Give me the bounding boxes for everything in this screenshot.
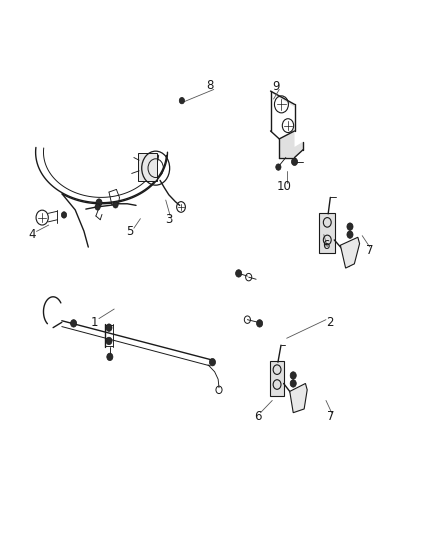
Circle shape — [179, 98, 184, 104]
Circle shape — [290, 379, 296, 387]
Polygon shape — [340, 237, 360, 268]
Text: 9: 9 — [272, 80, 279, 93]
Text: 10: 10 — [277, 180, 292, 193]
Text: 6: 6 — [322, 239, 330, 252]
Circle shape — [291, 158, 297, 165]
Text: 7: 7 — [366, 244, 373, 257]
Text: 3: 3 — [165, 213, 173, 226]
Text: 2: 2 — [327, 316, 334, 329]
Circle shape — [276, 164, 281, 170]
Circle shape — [61, 212, 67, 218]
Circle shape — [113, 201, 118, 208]
Circle shape — [236, 270, 242, 277]
Text: 8: 8 — [207, 79, 214, 92]
Text: 6: 6 — [254, 410, 262, 423]
Circle shape — [347, 231, 353, 238]
FancyBboxPatch shape — [270, 361, 285, 396]
Circle shape — [95, 204, 100, 210]
Circle shape — [209, 359, 215, 366]
Circle shape — [347, 223, 353, 230]
Circle shape — [106, 337, 112, 345]
Text: 5: 5 — [126, 225, 133, 238]
FancyBboxPatch shape — [138, 154, 156, 181]
Circle shape — [290, 372, 296, 379]
FancyBboxPatch shape — [319, 213, 335, 253]
Circle shape — [71, 320, 77, 327]
Circle shape — [106, 324, 112, 332]
Text: 7: 7 — [327, 410, 334, 423]
Text: 1: 1 — [91, 316, 98, 329]
Polygon shape — [271, 91, 303, 158]
Circle shape — [96, 199, 102, 206]
Polygon shape — [290, 383, 307, 413]
Circle shape — [107, 353, 113, 361]
Circle shape — [257, 320, 263, 327]
Text: 4: 4 — [28, 228, 36, 241]
